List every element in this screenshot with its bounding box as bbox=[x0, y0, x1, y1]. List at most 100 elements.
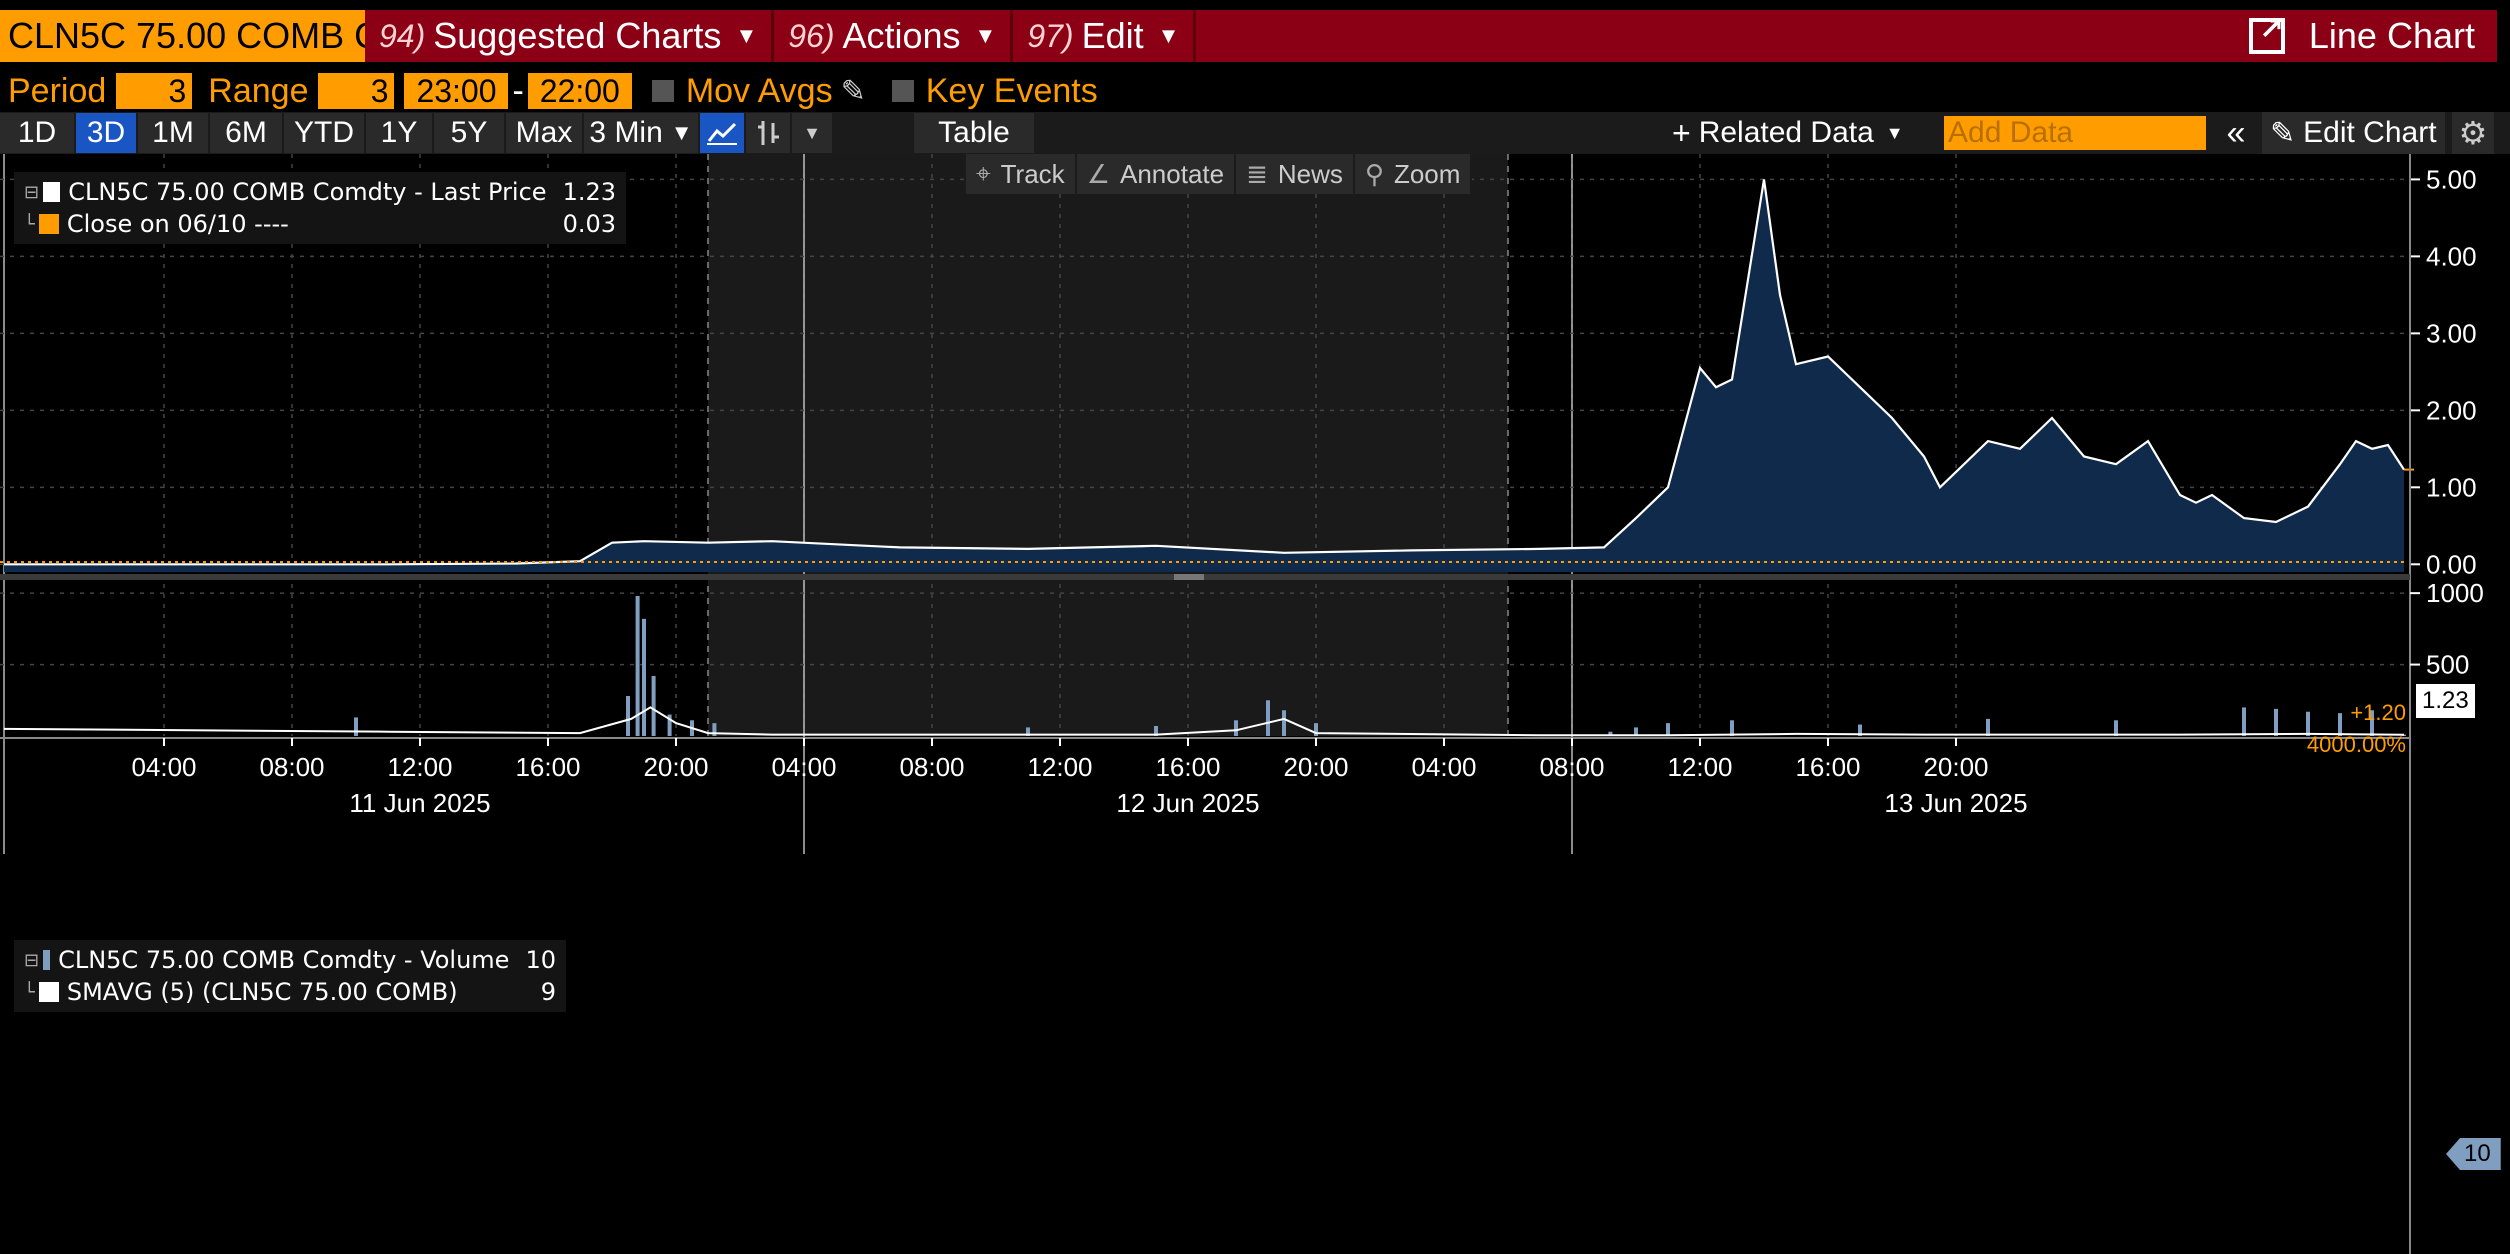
legend-row-smavg[interactable]: └ SMAVG (5) (CLN5C 75.00 COMB) 9 bbox=[24, 976, 556, 1008]
bar-chart-icon[interactable] bbox=[746, 113, 790, 153]
chart-style-dropdown[interactable]: ▼ bbox=[792, 113, 832, 153]
legend-value: 1.23 bbox=[562, 178, 616, 206]
x-tick-label: 04:00 bbox=[1411, 752, 1476, 782]
news-tool[interactable]: ≣ News bbox=[1236, 154, 1355, 194]
time-separator: - bbox=[512, 71, 524, 110]
volume-bar bbox=[1634, 727, 1638, 736]
chevron-down-icon: ▼ bbox=[670, 120, 693, 145]
volume-bar bbox=[1986, 718, 1990, 736]
track-tool[interactable]: ⌖ Track bbox=[966, 154, 1077, 194]
price-legend: ⊟ CLN5C 75.00 COMB Comdty - Last Price 1… bbox=[14, 172, 626, 244]
chevron-down-icon: ▼ bbox=[735, 23, 758, 48]
range-1d-button[interactable]: 1D bbox=[0, 113, 74, 153]
volume-bar bbox=[2338, 713, 2342, 736]
annotate-label: Annotate bbox=[1120, 158, 1225, 189]
edit-chart-label: Edit Chart bbox=[2303, 116, 2437, 149]
menu-number: 97) bbox=[1027, 17, 1074, 54]
chevron-down-icon: ▼ bbox=[1157, 23, 1180, 48]
legend-row-last-price[interactable]: ⊟ CLN5C 75.00 COMB Comdty - Last Price 1… bbox=[24, 176, 616, 208]
key-events-checkbox[interactable] bbox=[891, 80, 914, 102]
edit-chart-button[interactable]: ✎ Edit Chart bbox=[2262, 112, 2445, 154]
table-button[interactable]: Table bbox=[914, 113, 1034, 153]
volume-bar bbox=[2242, 707, 2246, 736]
pencil-icon: ✎ bbox=[2270, 116, 2296, 150]
y-tick-label: 2.00 bbox=[2426, 395, 2477, 425]
volume-bar bbox=[2370, 710, 2374, 736]
x-tick-label: 16:00 bbox=[1795, 752, 1860, 782]
ticker-field[interactable]: CLN5C 75.00 COMB Comdty bbox=[0, 10, 365, 62]
volume-bar bbox=[635, 596, 640, 736]
date-label: 13 Jun 2025 bbox=[1884, 788, 2027, 818]
range-input[interactable]: 3 bbox=[318, 73, 395, 109]
magnifier-icon: ⚲ bbox=[1364, 158, 1384, 189]
period-range-row: Period 3 Range 3 23:00 - 22:00 Mov Avgs … bbox=[0, 70, 2510, 112]
mov-avgs-checkbox[interactable] bbox=[651, 80, 674, 102]
pencil-icon[interactable]: ✎ bbox=[840, 74, 866, 108]
actions-menu[interactable]: 96) Actions ▼ bbox=[774, 10, 1014, 62]
range-ytd-button[interactable]: YTD bbox=[284, 113, 364, 153]
gear-icon[interactable]: ⚙ bbox=[2452, 112, 2494, 154]
volume-bar bbox=[1858, 724, 1862, 736]
range-label: Range bbox=[208, 71, 309, 110]
line-chart-icon[interactable] bbox=[700, 113, 744, 153]
time-to-input[interactable]: 22:00 bbox=[527, 73, 632, 109]
zoom-label: Zoom bbox=[1393, 158, 1461, 189]
legend-row-volume[interactable]: ⊟ CLN5C 75.00 COMB Comdty - Volume 10 bbox=[24, 944, 556, 976]
legend-label: SMAVG (5) (CLN5C 75.00 COMB) bbox=[66, 978, 458, 1006]
range-5y-button[interactable]: 5Y bbox=[434, 113, 504, 153]
volume-bar bbox=[2306, 711, 2310, 736]
menu-label: Actions bbox=[842, 15, 961, 56]
legend-swatch bbox=[38, 982, 59, 1002]
range-1m-button[interactable]: 1M bbox=[138, 113, 208, 153]
legend-value: 9 bbox=[540, 978, 556, 1006]
range-1y-button[interactable]: 1Y bbox=[366, 113, 432, 153]
legend-label: CLN5C 75.00 COMB Comdty - Volume bbox=[58, 946, 510, 974]
legend-label: Close on 06/10 ---- bbox=[66, 210, 289, 238]
x-tick-label: 16:00 bbox=[1155, 752, 1220, 782]
x-tick-label: 20:00 bbox=[1283, 752, 1348, 782]
add-data-input[interactable]: Add Data bbox=[1944, 116, 2206, 150]
legend-value: 0.03 bbox=[562, 210, 616, 238]
volume-bar bbox=[1730, 720, 1734, 736]
x-tick-label: 20:00 bbox=[643, 752, 708, 782]
tree-icon: ⊟ bbox=[24, 181, 40, 203]
range-max-button[interactable]: Max bbox=[506, 113, 582, 153]
external-link-icon bbox=[2248, 12, 2285, 54]
track-label: Track bbox=[1000, 158, 1065, 189]
chart-type-button[interactable]: Line Chart bbox=[2248, 10, 2475, 62]
annotate-tool[interactable]: ∠ Annotate bbox=[1077, 154, 1237, 194]
chart-area[interactable]: 5.00 4.00 3.00 2.00 1.00 0.00 1000 500 04:00 08:0… bbox=[0, 154, 2510, 1254]
tree-branch-icon: └ bbox=[24, 213, 35, 235]
change-abs: +1.20 bbox=[2350, 700, 2406, 725]
zoom-tool[interactable]: ⚲ Zoom bbox=[1355, 154, 1473, 194]
change-pct: 4000.00% bbox=[2306, 732, 2406, 757]
edit-menu[interactable]: 97) Edit ▼ bbox=[1013, 10, 1197, 62]
time-from-input[interactable]: 23:00 bbox=[404, 73, 509, 109]
chart-toolbar: 1D 3D 1M 6M YTD 1Y 5Y Max 3 Min ▼ ▼ Tabl… bbox=[0, 112, 2510, 154]
range-6m-button[interactable]: 6M bbox=[210, 113, 282, 153]
y-tick-label: 5.00 bbox=[2426, 164, 2477, 194]
collapse-icon[interactable]: « bbox=[2226, 113, 2246, 152]
suggested-charts-menu[interactable]: 94) Suggested Charts ▼ bbox=[365, 10, 775, 62]
volume-bar bbox=[1282, 710, 1286, 736]
volume-legend: ⊟ CLN5C 75.00 COMB Comdty - Volume 10 └ … bbox=[14, 940, 566, 1012]
menu-number: 96) bbox=[788, 17, 835, 54]
range-3d-button[interactable]: 3D bbox=[76, 113, 136, 153]
mov-avgs-label: Mov Avgs bbox=[685, 71, 833, 110]
related-data-button[interactable]: + Related Data ▼ bbox=[1672, 112, 1904, 154]
x-tick-label: 12:00 bbox=[1667, 752, 1732, 782]
legend-swatch bbox=[43, 182, 61, 202]
menu-label: Suggested Charts bbox=[433, 15, 722, 56]
volume-bar bbox=[1314, 723, 1318, 736]
menu-label: Edit bbox=[1081, 15, 1144, 56]
volume-bar bbox=[1266, 700, 1270, 736]
volume-bar bbox=[1666, 723, 1670, 736]
period-input[interactable]: 3 bbox=[116, 73, 193, 109]
interval-select[interactable]: 3 Min ▼ bbox=[584, 113, 698, 153]
legend-row-close[interactable]: └ Close on 06/10 ---- 0.03 bbox=[24, 208, 616, 240]
date-label: 12 Jun 2025 bbox=[1116, 788, 1259, 818]
y-tick-label: 1.00 bbox=[2426, 472, 2477, 502]
key-events-label: Key Events bbox=[925, 71, 1098, 110]
chevron-down-icon: ▼ bbox=[974, 23, 997, 48]
